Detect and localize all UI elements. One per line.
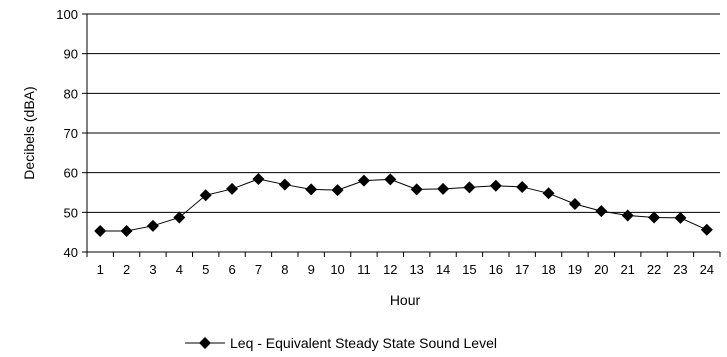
- data-point: [384, 173, 397, 186]
- y-tick-label: 40: [64, 245, 78, 260]
- x-axis-title: Hour: [390, 292, 421, 308]
- legend: Leq - Equivalent Steady State Sound Leve…: [185, 335, 497, 351]
- y-axis-title: Decibels (dBA): [21, 86, 37, 179]
- data-point: [120, 224, 133, 237]
- data-point: [278, 178, 291, 191]
- data-point: [621, 209, 634, 222]
- legend-marker: [199, 337, 211, 349]
- data-point: [700, 223, 713, 236]
- x-tick-label: 14: [436, 262, 450, 277]
- data-point: [674, 211, 687, 224]
- x-tick-label: 6: [228, 262, 235, 277]
- x-tick-label: 11: [357, 262, 371, 277]
- data-point: [199, 189, 212, 202]
- data-point: [648, 211, 661, 224]
- x-tick-labels: 1 2 3 4 5 6 7 8 9 10 11 12 13 14 15 16 17 18 19 20 21 22 23 24: [97, 262, 714, 277]
- data-point: [146, 219, 159, 232]
- data-point: [226, 182, 239, 195]
- x-tick-label: 20: [594, 262, 608, 277]
- x-tick-label: 8: [281, 262, 288, 277]
- data-point: [305, 183, 318, 196]
- data-point: [437, 182, 450, 195]
- data-point: [173, 211, 186, 224]
- x-tick-label: 21: [620, 262, 634, 277]
- x-tick-label: 10: [330, 262, 344, 277]
- data-point: [516, 180, 529, 193]
- y-tick-label: 80: [64, 86, 78, 101]
- x-tick-label: 17: [515, 262, 529, 277]
- x-tick-label: 13: [409, 262, 423, 277]
- x-tick-label: 2: [123, 262, 130, 277]
- data-point: [542, 187, 555, 200]
- x-tick-label: 9: [308, 262, 315, 277]
- series-line: [100, 178, 708, 232]
- y-tick-label: 90: [64, 47, 78, 62]
- data-point: [595, 205, 608, 218]
- gridlines: [87, 13, 720, 213]
- x-tick-label: 18: [541, 262, 555, 277]
- legend-label: Leq - Equivalent Steady State Sound Leve…: [230, 335, 497, 351]
- x-tick-label: 5: [202, 262, 209, 277]
- x-tick-label: 4: [176, 262, 183, 277]
- data-point: [331, 184, 344, 197]
- data-point: [410, 183, 423, 196]
- y-tick-label: 70: [64, 126, 78, 141]
- x-tick-label: 22: [647, 262, 661, 277]
- data-point: [568, 198, 581, 211]
- axes: [82, 13, 721, 257]
- x-tick-label: 15: [462, 262, 476, 277]
- y-tick-label: 60: [64, 166, 78, 181]
- x-tick-label: 7: [255, 262, 262, 277]
- data-point: [357, 174, 370, 187]
- data-point: [463, 181, 476, 194]
- x-tick-label: 23: [673, 262, 687, 277]
- y-tick-labels: 40 50 60 70 80 90 100: [56, 7, 78, 260]
- x-tick-label: 1: [97, 262, 104, 277]
- x-tick-label: 12: [383, 262, 397, 277]
- x-tick-label: 24: [700, 262, 714, 277]
- series: [94, 173, 713, 237]
- data-point: [94, 224, 107, 237]
- y-tick-label: 100: [56, 7, 78, 22]
- x-tick-label: 19: [568, 262, 582, 277]
- data-point: [489, 179, 502, 192]
- y-tick-label: 50: [64, 205, 78, 220]
- data-point: [252, 173, 265, 186]
- x-tick-label: 16: [489, 262, 503, 277]
- x-tick-label: 3: [149, 262, 156, 277]
